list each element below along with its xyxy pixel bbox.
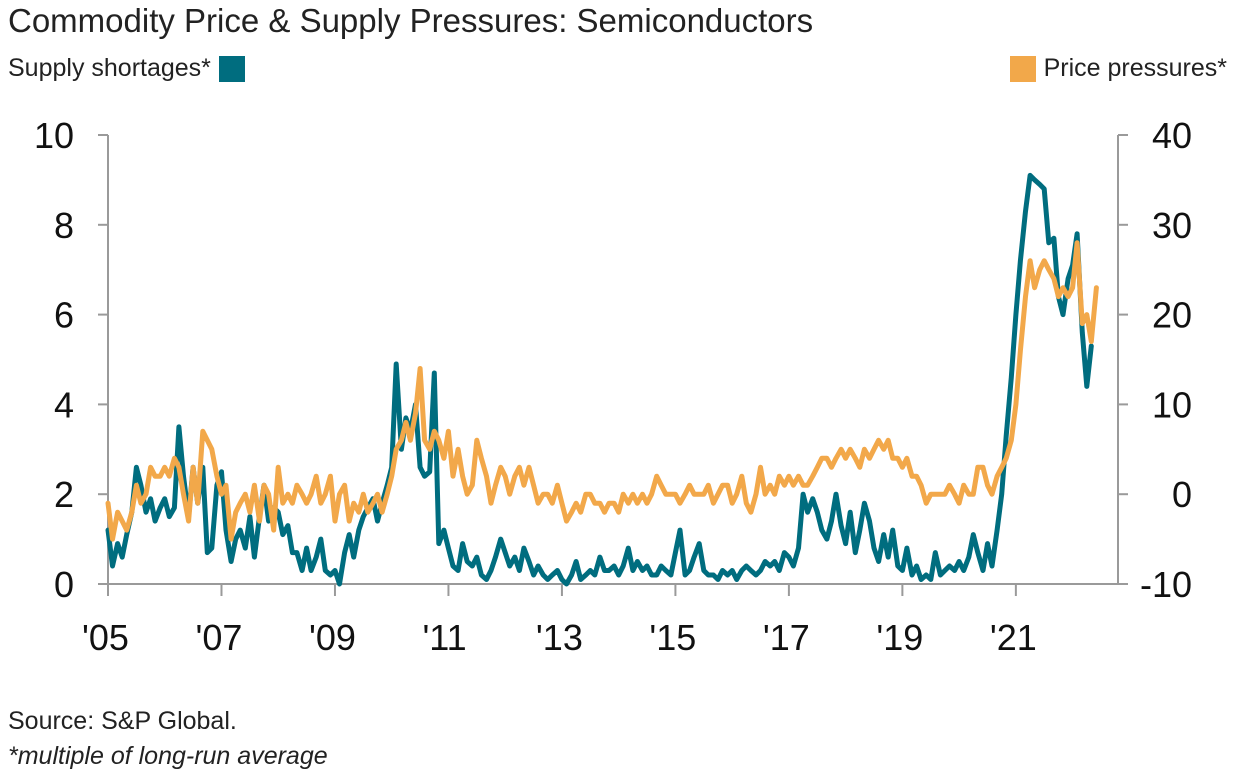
x-tick-label: '15 [649,617,696,658]
x-axis-ticks: '05 '07 '09 '11 '13 '15 '17 '19 '21 [82,584,1037,658]
footnote: *multiple of long-run average [8,742,328,770]
x-tick-label: '11 [422,617,466,658]
y-axis-right-ticks: -10 0 10 20 30 40 [1118,115,1192,605]
x-tick-label: '09 [309,617,356,658]
series-line-supply-shortages [105,172,1094,587]
y-right-tick-label: 30 [1152,205,1192,246]
y-left-tick-label: 10 [34,115,74,156]
y-left-tick-label: 6 [54,295,74,336]
source-note: Source: S&P Global. [8,707,237,735]
y-right-tick-label: 0 [1172,474,1192,515]
chart-title: Commodity Price & Supply Pressures: Semi… [8,2,814,39]
y-left-tick-label: 0 [54,564,74,605]
series-line-price-pressures [105,240,1099,542]
x-tick-label: '07 [195,617,242,658]
legend-label-supply-shortages: Supply shortages* [8,54,211,82]
legend-supply-shortages: Supply shortages* [8,54,245,83]
y-left-tick-label: 4 [54,384,74,425]
y-right-tick-label: 40 [1152,115,1192,156]
x-tick-label: '19 [876,617,923,658]
legend-swatch-price-pressures [1009,55,1036,82]
y-right-tick-label: 10 [1152,384,1192,425]
x-tick-label: '17 [763,617,810,658]
x-tick-label: '13 [536,617,583,658]
legend-swatch-supply-shortages [218,55,245,82]
x-tick-label: '21 [990,617,1037,658]
y-axis-left-ticks: 0 2 4 6 8 10 [34,115,108,605]
legend-price-pressures: Price pressures* [1009,54,1227,83]
y-right-tick-label: 20 [1152,295,1192,336]
y-left-tick-label: 2 [54,474,74,515]
x-tick-label: '05 [82,617,129,658]
series-layer [105,172,1099,587]
legend-label-price-pressures: Price pressures* [1043,54,1227,82]
y-right-tick-label: -10 [1140,564,1192,605]
y-left-tick-label: 8 [54,205,74,246]
